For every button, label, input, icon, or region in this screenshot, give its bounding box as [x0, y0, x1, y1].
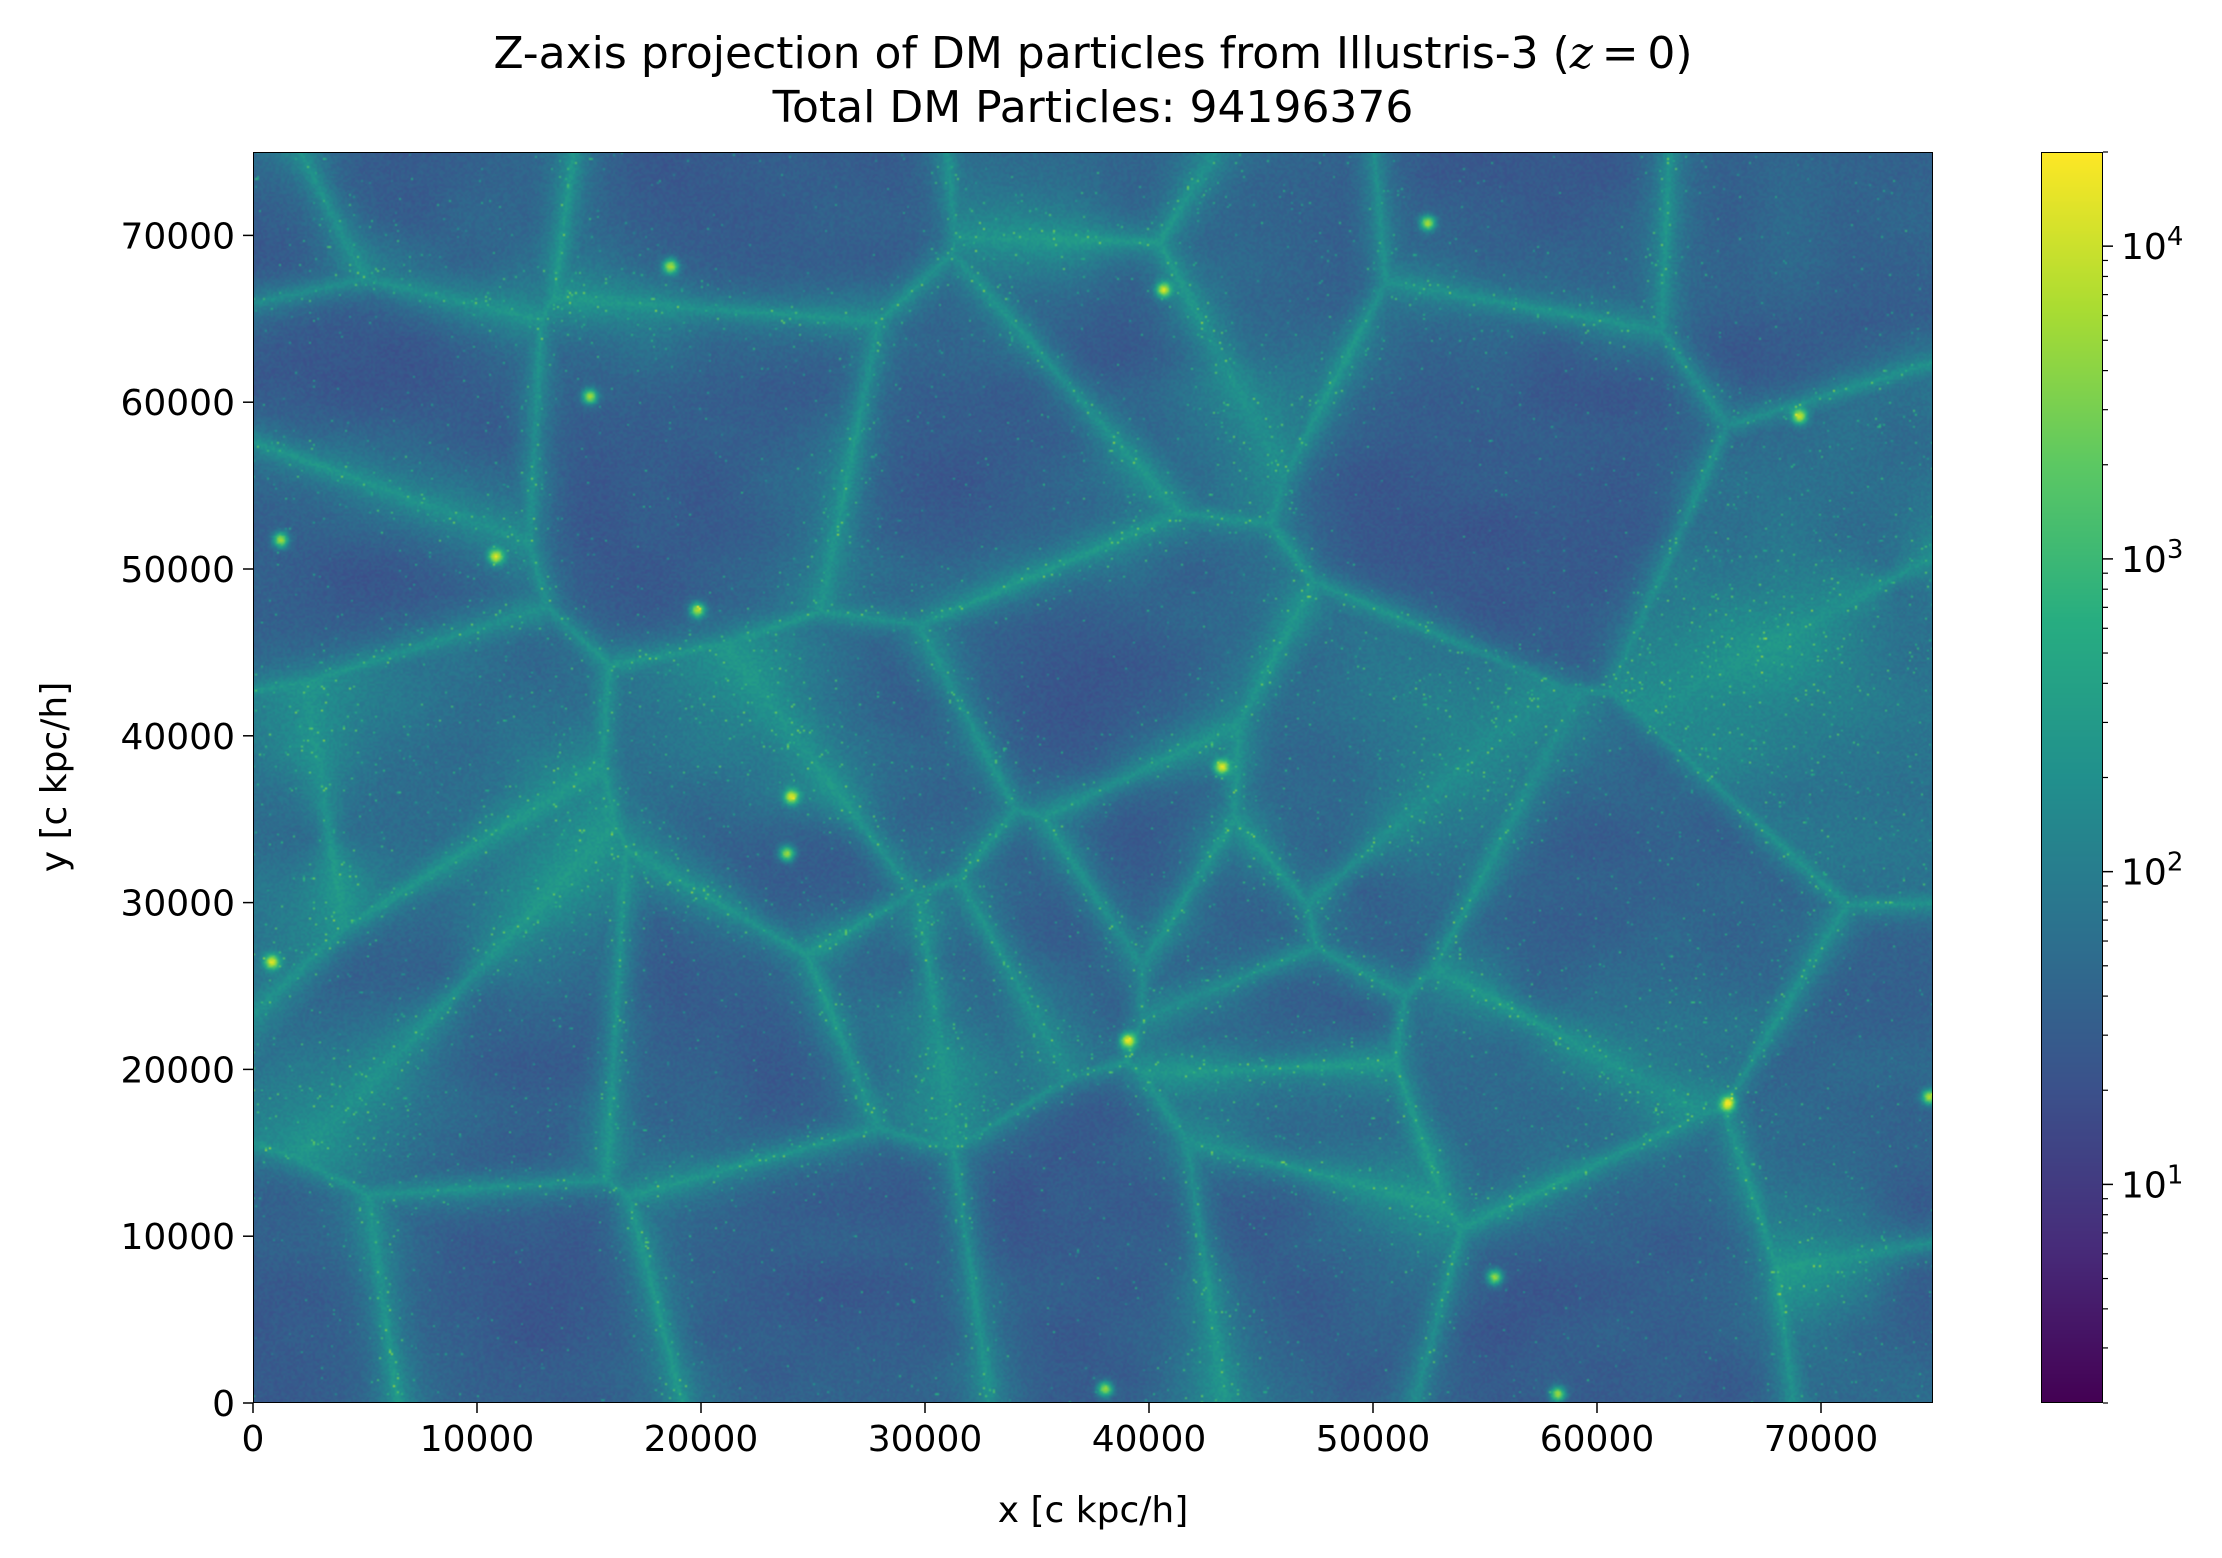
colorbar-tick-label: 101 [2121, 1160, 2183, 1206]
y-tick-label: 20000 [120, 1050, 235, 1091]
y-tick-label: 70000 [120, 216, 235, 257]
x-tick-label: 10000 [420, 1419, 535, 1460]
chart-title-z-symbol: z [1569, 28, 1593, 79]
chart-subtitle: Total DM Particles: 94196376 [772, 82, 1414, 133]
y-tick-label: 50000 [120, 550, 235, 591]
plot-frame [253, 152, 1933, 1403]
y-tick-label: 60000 [120, 383, 235, 424]
colorbar-tick-label: 102 [2121, 848, 2183, 894]
y-tick-label: 40000 [120, 717, 235, 758]
chart-title-suffix: ) [1675, 28, 1693, 79]
y-tick-label: 10000 [120, 1217, 235, 1258]
x-axis-label: x [c kpc/h] [998, 1490, 1189, 1531]
colorbar [2041, 152, 2103, 1403]
x-tick-label: 20000 [644, 1419, 759, 1460]
y-tick-label: 0 [212, 1384, 235, 1425]
x-axis: 0 10000 20000 30000 40000 50000 60000 70000 [242, 1403, 1879, 1460]
y-axis-label: y [c kpc/h] [34, 682, 75, 873]
x-tick-label: 60000 [1540, 1419, 1655, 1460]
x-tick-label: 50000 [1316, 1419, 1431, 1460]
colorbar-tick-label: 103 [2121, 535, 2183, 581]
chart-title: Z-axis projection of DM particles from I… [253, 28, 1933, 80]
plot-area [253, 152, 1933, 1403]
chart-title-prefix: Z-axis projection of DM particles from I… [493, 28, 1570, 79]
colorbar-axis: 101 102 103 104 [2103, 151, 2183, 1404]
chart-title-equals: = 0 [1592, 28, 1676, 79]
y-tick-label: 30000 [120, 884, 235, 925]
x-tick-label: 0 [242, 1419, 265, 1460]
y-axis: 0 10000 20000 30000 40000 50000 60000 70000 [120, 216, 253, 1425]
x-tick-label: 40000 [1092, 1419, 1207, 1460]
x-tick-label: 70000 [1764, 1419, 1879, 1460]
x-tick-label: 30000 [868, 1419, 983, 1460]
colorbar-frame [2041, 152, 2103, 1403]
density-heatmap [253, 152, 1933, 1403]
colorbar-gradient [2041, 152, 2103, 1403]
colorbar-tick-label: 104 [2121, 222, 2183, 268]
